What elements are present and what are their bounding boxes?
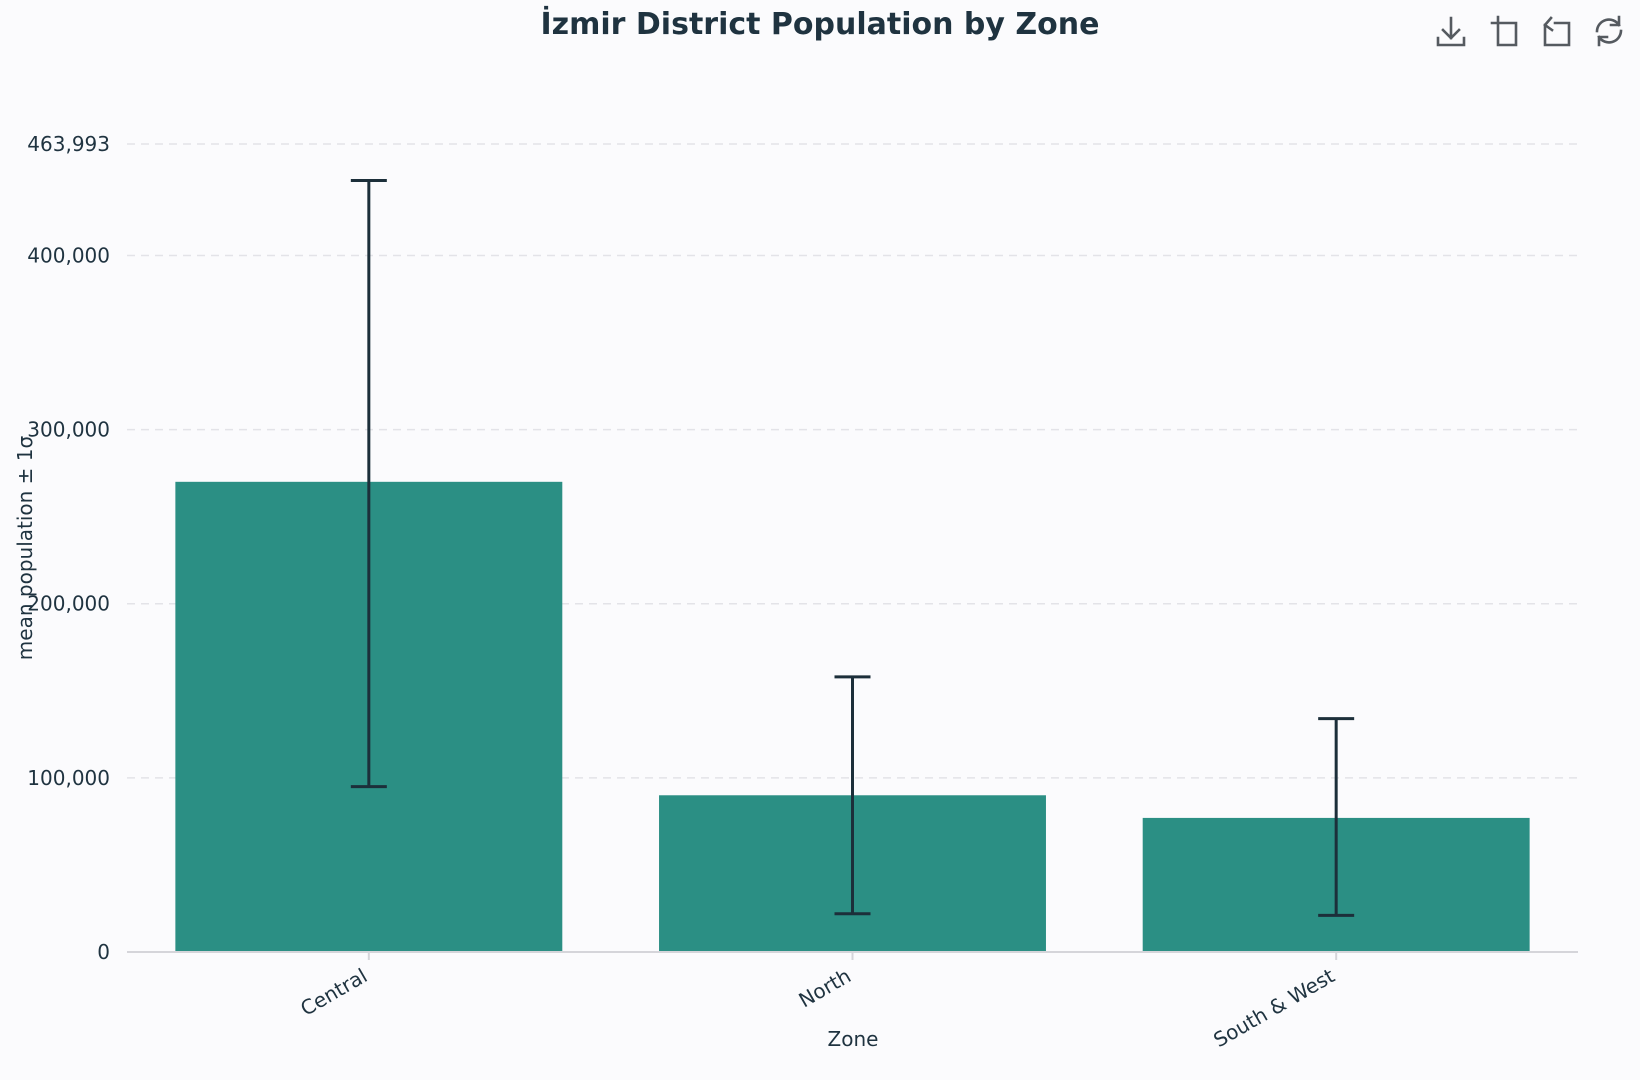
- y-axis-ticks: 0 100,000 200,000 300,000 400,000 463,993: [27, 132, 110, 964]
- y-tick-label: 200,000: [27, 592, 110, 616]
- y-tick-label: 0: [97, 940, 110, 964]
- x-tick-label: Central: [296, 964, 371, 1021]
- x-axis-ticks: Central North South & West: [296, 952, 1339, 1052]
- y-tick-label: 300,000: [27, 418, 110, 442]
- error-bar: [1318, 717, 1355, 917]
- error-bar: [834, 675, 871, 916]
- toolbar: [1434, 14, 1626, 48]
- x-tick-label: North: [795, 964, 855, 1013]
- y-tick-label: 100,000: [27, 766, 110, 790]
- download-icon[interactable]: [1434, 14, 1468, 48]
- crop-icon[interactable]: [1489, 14, 1523, 48]
- error-bar: [350, 179, 387, 789]
- chart-title: İzmir District Population by Zone: [541, 6, 1100, 42]
- y-tick-label: 400,000: [27, 243, 110, 267]
- x-tick-label: South & West: [1209, 963, 1339, 1052]
- x-axis-title: Zone: [828, 1027, 879, 1051]
- refresh-icon[interactable]: [1592, 14, 1626, 48]
- undo-icon[interactable]: [1540, 14, 1574, 48]
- error-bars: [350, 179, 1355, 917]
- y-axis-title: mean population ± 1σ: [13, 435, 37, 660]
- y-tick-label: 463,993: [27, 132, 110, 156]
